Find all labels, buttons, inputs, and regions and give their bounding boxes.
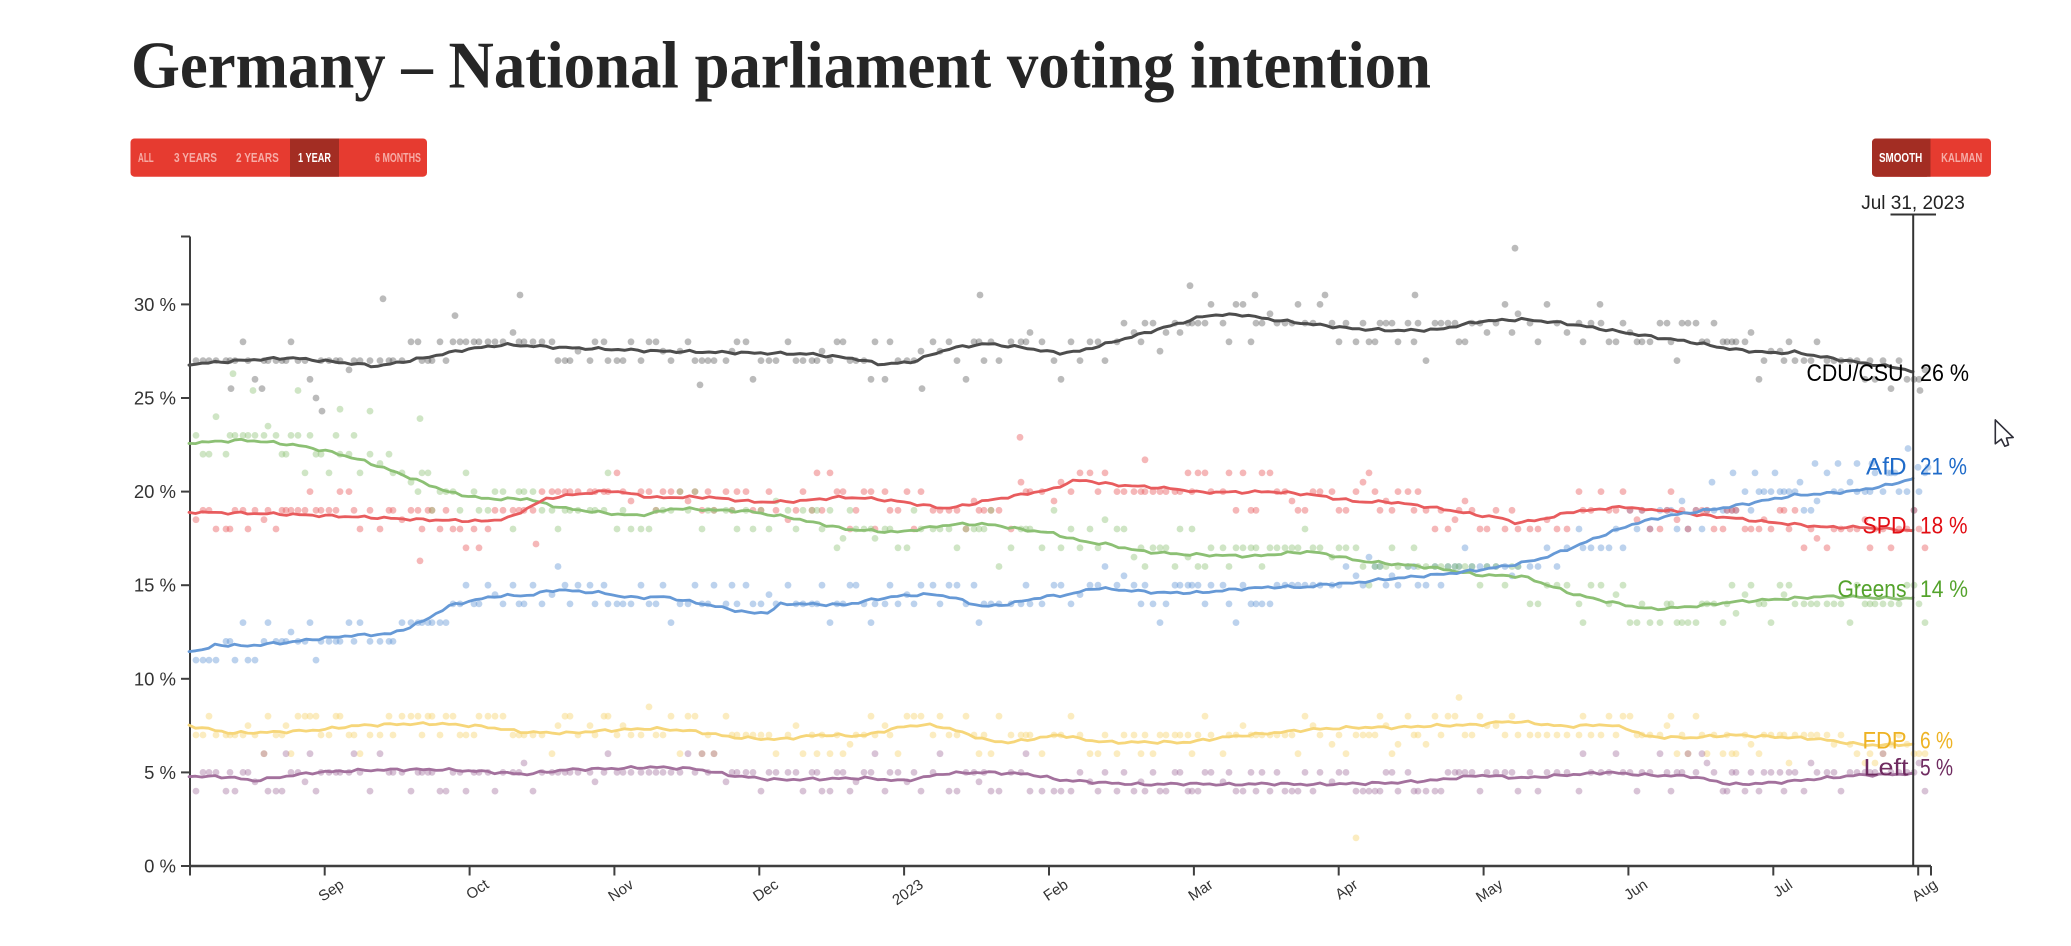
svg-text:5 %: 5 % <box>1920 755 1953 782</box>
svg-text:3 YEARS: 3 YEARS <box>174 151 217 165</box>
svg-text:21 %: 21 % <box>1920 453 1967 480</box>
svg-text:30 %: 30 % <box>134 294 176 315</box>
svg-text:6 %: 6 % <box>1920 728 1953 755</box>
svg-text:SPD: SPD <box>1863 513 1907 540</box>
svg-text:10 %: 10 % <box>134 668 176 689</box>
svg-text:CDU/CSU: CDU/CSU <box>1807 360 1904 387</box>
svg-text:18 %: 18 % <box>1920 513 1968 540</box>
svg-text:20 %: 20 % <box>134 481 176 502</box>
svg-text:1 YEAR: 1 YEAR <box>298 151 331 165</box>
svg-text:26 %: 26 % <box>1920 360 1969 387</box>
svg-text:SMOOTH: SMOOTH <box>1879 151 1922 165</box>
svg-text:15 %: 15 % <box>134 575 176 596</box>
svg-text:0 %: 0 % <box>144 856 176 877</box>
svg-text:KALMAN: KALMAN <box>1941 151 1982 165</box>
svg-text:6 MONTHS: 6 MONTHS <box>375 151 421 165</box>
svg-text:Jul 31, 2023: Jul 31, 2023 <box>1861 193 1965 214</box>
svg-text:5 %: 5 % <box>144 762 176 783</box>
svg-text:14 %: 14 % <box>1920 576 1968 603</box>
svg-text:FDP: FDP <box>1863 728 1907 755</box>
svg-text:Left: Left <box>1864 755 1909 782</box>
svg-text:Greens: Greens <box>1838 576 1907 603</box>
svg-text:Germany – National parliament: Germany – National parliament voting int… <box>131 29 1431 103</box>
svg-text:AfD: AfD <box>1866 453 1907 480</box>
svg-text:2 YEARS: 2 YEARS <box>236 151 279 165</box>
svg-text:ALL: ALL <box>138 151 154 165</box>
svg-text:25 %: 25 % <box>134 388 176 409</box>
